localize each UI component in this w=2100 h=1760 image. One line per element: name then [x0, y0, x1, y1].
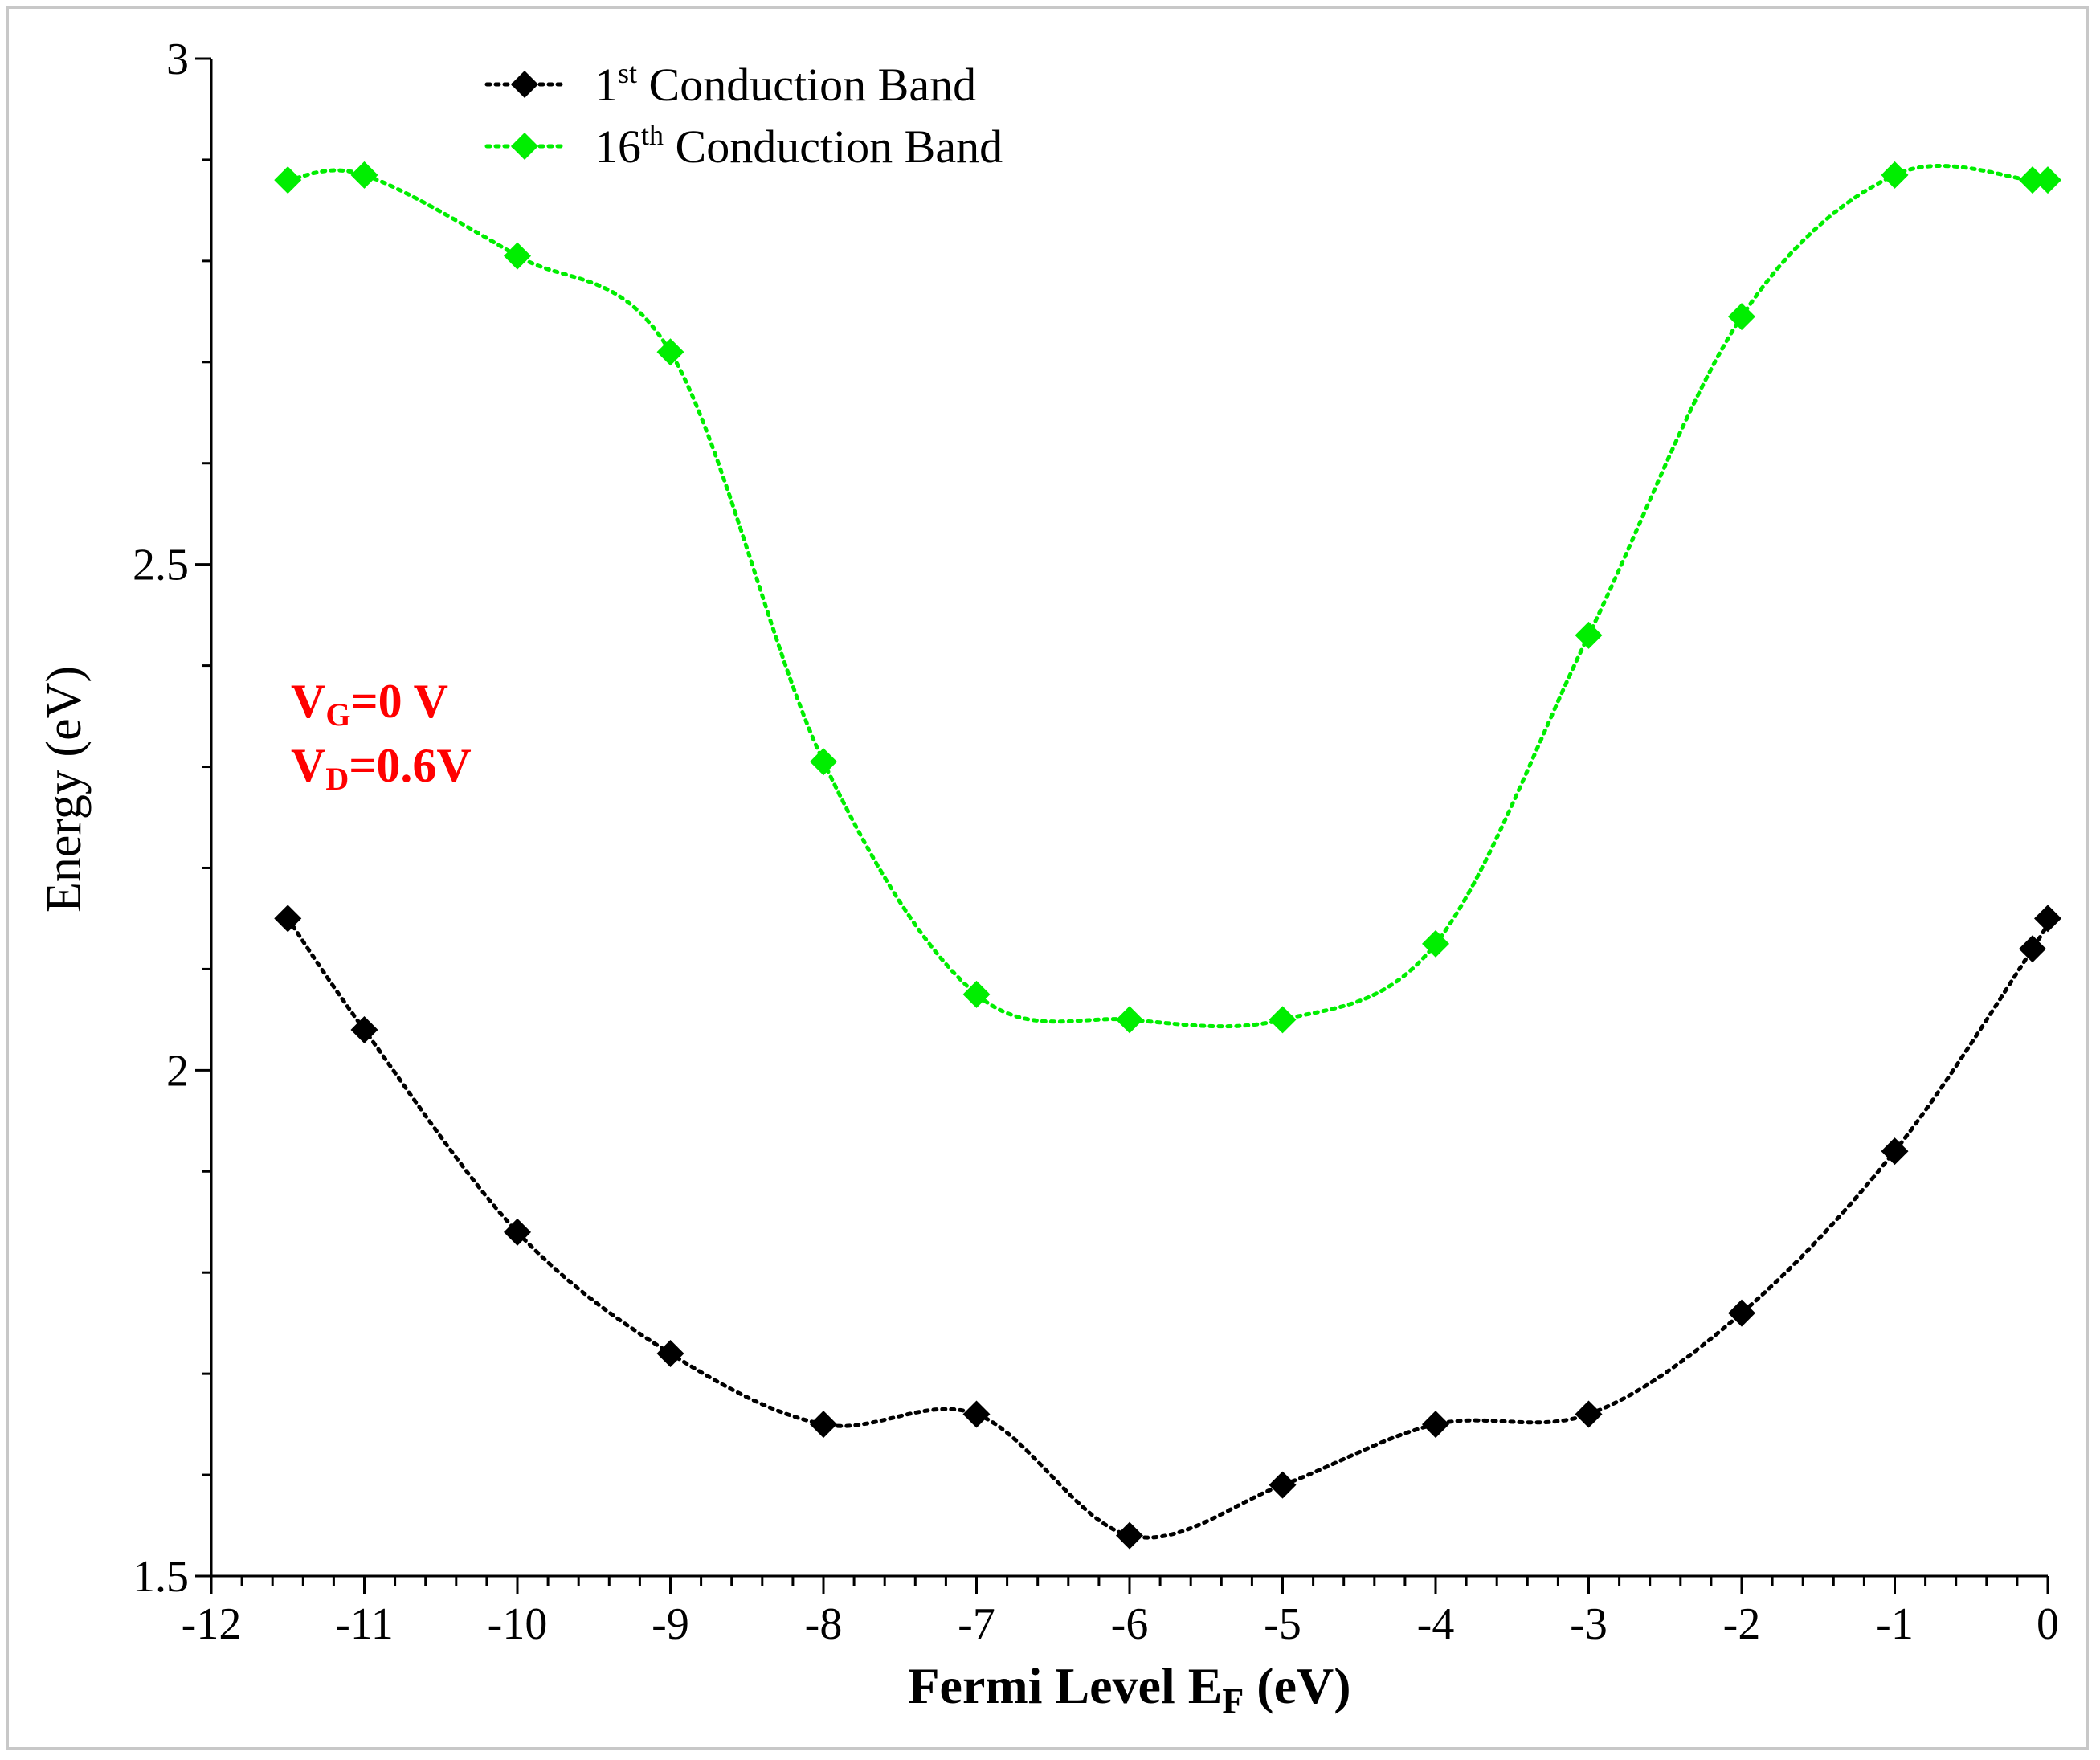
x-tick-label: 0 [2037, 1599, 2059, 1649]
y-tick-label: 1.5 [133, 1552, 189, 1602]
data-point [274, 166, 302, 194]
x-tick-label: -4 [1417, 1599, 1455, 1649]
figure-frame [6, 6, 2089, 1750]
legend: 1st Conduction Band 16th Conduction Band [484, 57, 1003, 173]
x-tick-label: -7 [958, 1599, 995, 1649]
x-tick-label: -10 [488, 1599, 548, 1649]
x-tick-label: -3 [1570, 1599, 1608, 1649]
data-point [2034, 905, 2061, 933]
y-tick-label: 3 [166, 35, 189, 84]
annotation-line-1: VG=0 V [291, 675, 448, 733]
y-tick-label: 2 [166, 1046, 189, 1096]
data-point [504, 1218, 531, 1246]
y-tick-label: 2.5 [133, 541, 189, 590]
data-point [2018, 935, 2046, 963]
data-point [1269, 1006, 1297, 1034]
series-line-2 [285, 163, 2051, 1029]
x-tick-label: -11 [335, 1599, 394, 1649]
legend-marker [511, 133, 538, 160]
x-tick-label: -8 [805, 1599, 843, 1649]
x-tick-label: -12 [182, 1599, 242, 1649]
data-point [1881, 161, 1909, 189]
x-axis-title: Fermi Level EF (eV) [908, 1657, 1350, 1721]
data-point [2034, 166, 2061, 194]
data-point [810, 1411, 837, 1439]
x-tick-label: -9 [652, 1599, 689, 1649]
x-tick-label: -2 [1723, 1599, 1761, 1649]
x-tick-label: -5 [1264, 1599, 1301, 1649]
data-point [1116, 1006, 1143, 1034]
data-point [350, 161, 378, 189]
data-point [1575, 621, 1603, 649]
legend-label: 16th Conduction Band [594, 119, 1003, 173]
annotation: VG=0 V VD=0.6V [291, 675, 472, 797]
x-tick-label: -6 [1111, 1599, 1149, 1649]
data-point [1422, 929, 1449, 958]
annotation-line-2: VD=0.6V [291, 739, 472, 797]
series-line-1 [285, 916, 2051, 1540]
data-point [1116, 1521, 1143, 1550]
data-point [656, 1339, 684, 1367]
data-point [656, 338, 684, 366]
data-point [1728, 1299, 1755, 1327]
data-point [1575, 1400, 1603, 1428]
data-point [962, 980, 991, 1008]
data-point [2018, 166, 2046, 194]
data-point [350, 1015, 378, 1043]
data-point [1881, 1137, 1909, 1166]
legend-label: 1st Conduction Band [594, 57, 976, 111]
data-point [504, 242, 531, 270]
legend-marker [511, 71, 538, 98]
data-point [1422, 1411, 1449, 1439]
series-layer [274, 161, 2061, 1550]
data-point [274, 905, 302, 933]
data-point [1728, 303, 1755, 331]
data-point [810, 748, 837, 776]
data-point [962, 1400, 991, 1428]
axes: 1.522.53-12 -11 -10 -9 -8 -7 -6 -5 -4 -3 -2 -1 0Ferm… [37, 35, 2059, 1721]
data-point [1269, 1471, 1297, 1499]
y-axis-title: Energy (eV) [37, 666, 92, 913]
x-tick-label: -1 [1876, 1599, 1914, 1649]
